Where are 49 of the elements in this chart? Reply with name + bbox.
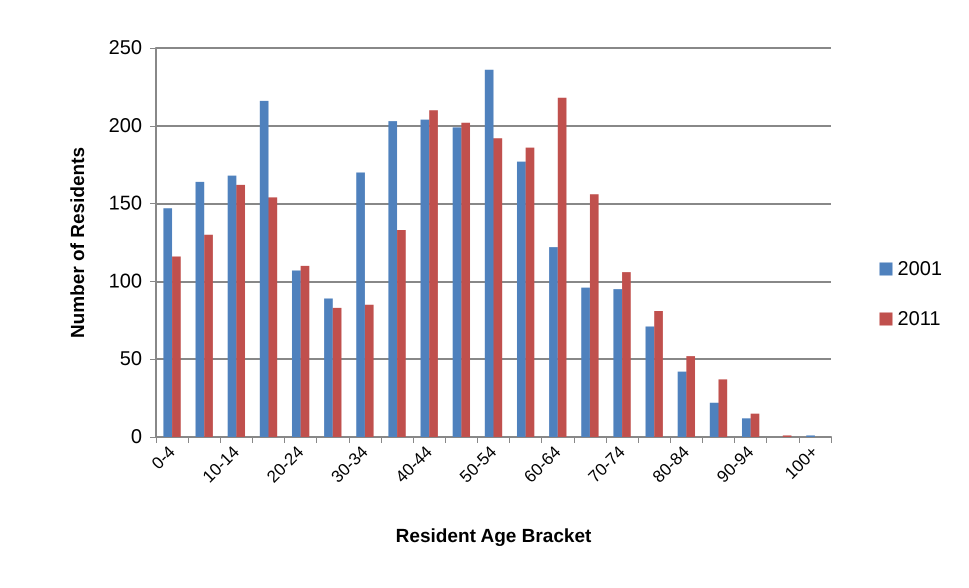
bar	[686, 356, 696, 437]
bar	[654, 310, 663, 437]
bar	[710, 402, 718, 437]
bar	[429, 110, 438, 437]
y-tick-label: 0	[130, 426, 142, 448]
x-axis-title: Resident Age Bracket	[396, 526, 592, 547]
y-tick-label: 250	[108, 37, 142, 59]
bar	[260, 100, 268, 437]
y-axis-title: Number of Residents	[68, 146, 89, 338]
bar	[228, 176, 236, 437]
bar	[204, 234, 213, 437]
bar	[484, 70, 494, 437]
bar	[163, 208, 172, 437]
bar	[324, 298, 333, 437]
bar	[678, 372, 686, 437]
x-tick-label: 0-4	[148, 442, 179, 474]
bar	[364, 304, 374, 437]
y-tick-label: 150	[108, 192, 142, 215]
bar	[332, 308, 342, 437]
bar	[718, 379, 728, 437]
bar	[292, 270, 301, 437]
bar	[397, 230, 406, 437]
bar	[268, 197, 278, 437]
bar	[236, 184, 246, 437]
bar	[581, 288, 590, 437]
bar	[172, 256, 181, 437]
bar	[388, 121, 398, 437]
bar	[461, 122, 470, 437]
bar	[420, 120, 430, 437]
bar	[742, 418, 751, 437]
bar	[452, 127, 462, 437]
bar	[613, 289, 622, 437]
bar	[356, 172, 365, 437]
bar	[622, 272, 631, 437]
legend-label: 2011	[898, 308, 941, 330]
bar	[196, 182, 204, 437]
bar	[590, 194, 599, 437]
bar	[750, 414, 760, 437]
bar	[549, 247, 558, 437]
bar	[558, 98, 566, 437]
y-tick-label: 100	[108, 270, 142, 292]
y-tick-label: 200	[108, 114, 142, 137]
legend-label: 2001	[898, 258, 942, 280]
bar	[300, 266, 310, 437]
bar	[516, 162, 526, 437]
bar	[646, 326, 654, 437]
y-tick-label: 50	[120, 348, 142, 370]
bar	[526, 148, 534, 437]
bar	[494, 138, 502, 437]
